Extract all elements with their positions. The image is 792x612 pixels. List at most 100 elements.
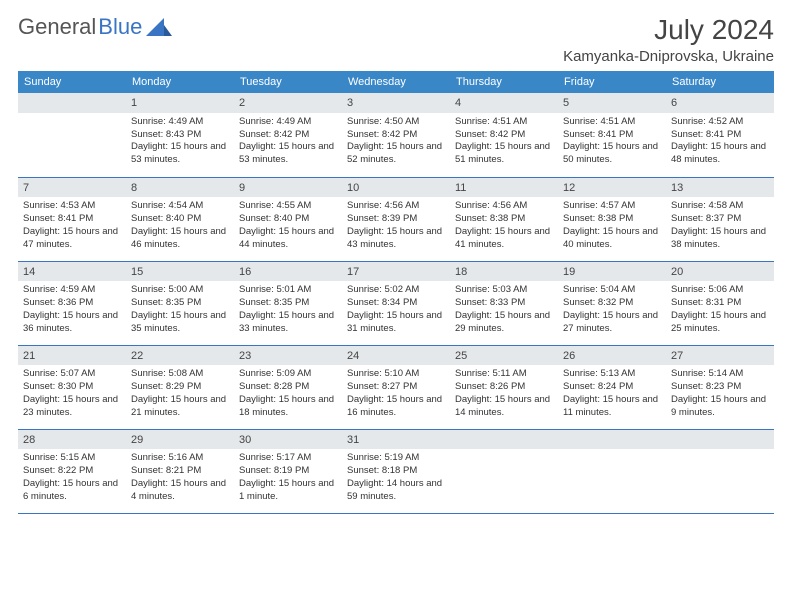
day-number: 24 [342, 346, 450, 366]
day-number: 16 [234, 262, 342, 282]
day-content: Sunrise: 4:53 AMSunset: 8:41 PMDaylight:… [18, 199, 126, 253]
day-number: 11 [450, 178, 558, 198]
calendar-cell: 10Sunrise: 4:56 AMSunset: 8:39 PMDayligh… [342, 177, 450, 261]
day-content: Sunrise: 5:06 AMSunset: 8:31 PMDaylight:… [666, 283, 774, 337]
logo: GeneralBlue [18, 14, 172, 40]
day-header: Friday [558, 71, 666, 93]
calendar-cell: 1Sunrise: 4:49 AMSunset: 8:43 PMDaylight… [126, 93, 234, 177]
day-header: Thursday [450, 71, 558, 93]
title-block: July 2024 Kamyanka-Dniprovska, Ukraine [563, 14, 774, 65]
day-number: 27 [666, 346, 774, 366]
calendar-cell: 20Sunrise: 5:06 AMSunset: 8:31 PMDayligh… [666, 261, 774, 345]
calendar-cell: 13Sunrise: 4:58 AMSunset: 8:37 PMDayligh… [666, 177, 774, 261]
day-content: Sunrise: 5:10 AMSunset: 8:27 PMDaylight:… [342, 367, 450, 421]
day-number: 12 [558, 178, 666, 198]
calendar-table: SundayMondayTuesdayWednesdayThursdayFrid… [18, 71, 774, 514]
day-number [450, 430, 558, 450]
day-number: 19 [558, 262, 666, 282]
day-content: Sunrise: 5:02 AMSunset: 8:34 PMDaylight:… [342, 283, 450, 337]
day-number: 6 [666, 93, 774, 113]
day-number: 28 [18, 430, 126, 450]
day-number: 8 [126, 178, 234, 198]
calendar-cell: 19Sunrise: 5:04 AMSunset: 8:32 PMDayligh… [558, 261, 666, 345]
day-content: Sunrise: 4:50 AMSunset: 8:42 PMDaylight:… [342, 115, 450, 169]
calendar-week: 28Sunrise: 5:15 AMSunset: 8:22 PMDayligh… [18, 429, 774, 513]
calendar-cell: 5Sunrise: 4:51 AMSunset: 8:41 PMDaylight… [558, 93, 666, 177]
day-number: 9 [234, 178, 342, 198]
day-content: Sunrise: 4:56 AMSunset: 8:39 PMDaylight:… [342, 199, 450, 253]
calendar-cell: 3Sunrise: 4:50 AMSunset: 8:42 PMDaylight… [342, 93, 450, 177]
day-content: Sunrise: 4:57 AMSunset: 8:38 PMDaylight:… [558, 199, 666, 253]
day-content: Sunrise: 5:13 AMSunset: 8:24 PMDaylight:… [558, 367, 666, 421]
calendar-cell: 21Sunrise: 5:07 AMSunset: 8:30 PMDayligh… [18, 345, 126, 429]
day-content: Sunrise: 5:03 AMSunset: 8:33 PMDaylight:… [450, 283, 558, 337]
calendar-week: 1Sunrise: 4:49 AMSunset: 8:43 PMDaylight… [18, 93, 774, 177]
calendar-week: 7Sunrise: 4:53 AMSunset: 8:41 PMDaylight… [18, 177, 774, 261]
logo-text-1: General [18, 14, 96, 40]
day-number: 22 [126, 346, 234, 366]
calendar-cell: 23Sunrise: 5:09 AMSunset: 8:28 PMDayligh… [234, 345, 342, 429]
day-content: Sunrise: 5:14 AMSunset: 8:23 PMDaylight:… [666, 367, 774, 421]
day-content: Sunrise: 5:17 AMSunset: 8:19 PMDaylight:… [234, 451, 342, 505]
calendar-week: 21Sunrise: 5:07 AMSunset: 8:30 PMDayligh… [18, 345, 774, 429]
day-content: Sunrise: 4:58 AMSunset: 8:37 PMDaylight:… [666, 199, 774, 253]
calendar-cell: 22Sunrise: 5:08 AMSunset: 8:29 PMDayligh… [126, 345, 234, 429]
day-number: 10 [342, 178, 450, 198]
day-number [666, 430, 774, 450]
day-content: Sunrise: 4:49 AMSunset: 8:43 PMDaylight:… [126, 115, 234, 169]
calendar-cell: 2Sunrise: 4:49 AMSunset: 8:42 PMDaylight… [234, 93, 342, 177]
header: GeneralBlue July 2024 Kamyanka-Dniprovsk… [18, 14, 774, 65]
calendar-cell: 31Sunrise: 5:19 AMSunset: 8:18 PMDayligh… [342, 429, 450, 513]
day-number: 7 [18, 178, 126, 198]
calendar-cell: 25Sunrise: 5:11 AMSunset: 8:26 PMDayligh… [450, 345, 558, 429]
day-number: 1 [126, 93, 234, 113]
calendar-cell: 11Sunrise: 4:56 AMSunset: 8:38 PMDayligh… [450, 177, 558, 261]
calendar-cell [666, 429, 774, 513]
page-title: July 2024 [563, 14, 774, 46]
day-header: Sunday [18, 71, 126, 93]
day-number [18, 93, 126, 113]
day-header: Saturday [666, 71, 774, 93]
day-header: Wednesday [342, 71, 450, 93]
calendar-cell [18, 93, 126, 177]
day-number: 23 [234, 346, 342, 366]
day-number: 2 [234, 93, 342, 113]
calendar-cell: 26Sunrise: 5:13 AMSunset: 8:24 PMDayligh… [558, 345, 666, 429]
day-content: Sunrise: 5:00 AMSunset: 8:35 PMDaylight:… [126, 283, 234, 337]
day-number: 17 [342, 262, 450, 282]
calendar-cell: 14Sunrise: 4:59 AMSunset: 8:36 PMDayligh… [18, 261, 126, 345]
day-content: Sunrise: 4:59 AMSunset: 8:36 PMDaylight:… [18, 283, 126, 337]
calendar-cell: 6Sunrise: 4:52 AMSunset: 8:41 PMDaylight… [666, 93, 774, 177]
day-number: 21 [18, 346, 126, 366]
day-header-row: SundayMondayTuesdayWednesdayThursdayFrid… [18, 71, 774, 93]
day-number: 4 [450, 93, 558, 113]
day-header: Monday [126, 71, 234, 93]
day-content: Sunrise: 4:55 AMSunset: 8:40 PMDaylight:… [234, 199, 342, 253]
day-content: Sunrise: 5:07 AMSunset: 8:30 PMDaylight:… [18, 367, 126, 421]
day-content: Sunrise: 4:51 AMSunset: 8:41 PMDaylight:… [558, 115, 666, 169]
day-content: Sunrise: 5:04 AMSunset: 8:32 PMDaylight:… [558, 283, 666, 337]
calendar-cell: 4Sunrise: 4:51 AMSunset: 8:42 PMDaylight… [450, 93, 558, 177]
day-content: Sunrise: 4:56 AMSunset: 8:38 PMDaylight:… [450, 199, 558, 253]
day-number: 3 [342, 93, 450, 113]
day-content: Sunrise: 5:08 AMSunset: 8:29 PMDaylight:… [126, 367, 234, 421]
day-number: 13 [666, 178, 774, 198]
calendar-cell: 24Sunrise: 5:10 AMSunset: 8:27 PMDayligh… [342, 345, 450, 429]
calendar-cell: 8Sunrise: 4:54 AMSunset: 8:40 PMDaylight… [126, 177, 234, 261]
calendar-cell [450, 429, 558, 513]
day-number: 14 [18, 262, 126, 282]
calendar-cell: 17Sunrise: 5:02 AMSunset: 8:34 PMDayligh… [342, 261, 450, 345]
day-number: 20 [666, 262, 774, 282]
calendar-cell: 7Sunrise: 4:53 AMSunset: 8:41 PMDaylight… [18, 177, 126, 261]
logo-icon [146, 18, 172, 36]
day-number: 26 [558, 346, 666, 366]
calendar-cell: 30Sunrise: 5:17 AMSunset: 8:19 PMDayligh… [234, 429, 342, 513]
calendar-body: 1Sunrise: 4:49 AMSunset: 8:43 PMDaylight… [18, 93, 774, 513]
calendar-cell: 28Sunrise: 5:15 AMSunset: 8:22 PMDayligh… [18, 429, 126, 513]
day-content: Sunrise: 4:52 AMSunset: 8:41 PMDaylight:… [666, 115, 774, 169]
day-number: 29 [126, 430, 234, 450]
day-content: Sunrise: 4:51 AMSunset: 8:42 PMDaylight:… [450, 115, 558, 169]
day-number [558, 430, 666, 450]
calendar-cell: 18Sunrise: 5:03 AMSunset: 8:33 PMDayligh… [450, 261, 558, 345]
day-content: Sunrise: 4:49 AMSunset: 8:42 PMDaylight:… [234, 115, 342, 169]
